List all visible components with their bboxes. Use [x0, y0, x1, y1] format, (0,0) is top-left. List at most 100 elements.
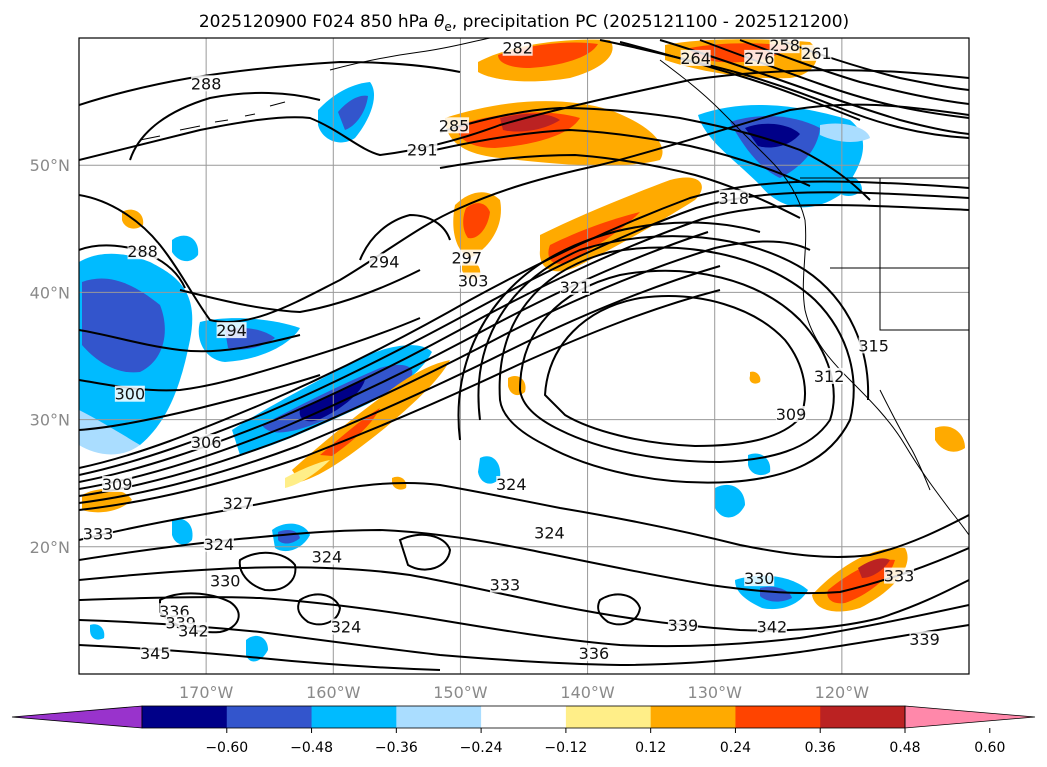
lat-tick-label: 40°N: [30, 283, 70, 302]
contour-line: [129, 91, 321, 161]
contour-line: [79, 191, 969, 476]
contour-label-halo: [191, 75, 222, 92]
precip-positive-deep: [500, 113, 560, 132]
colorbar-extend-max: [904, 705, 1036, 729]
contour-label: 288: [191, 74, 222, 93]
contour-label-halo: [203, 535, 234, 552]
contour-label-halo: [534, 524, 565, 541]
contour-line: [359, 213, 451, 261]
precip-negative-edge: [820, 123, 870, 142]
longitude-axis-labels: 170°W 160°W 150°W 140°W 130°W 120°W: [179, 683, 869, 702]
contour-label: 318: [719, 189, 750, 208]
contour-label-halo: [311, 548, 342, 565]
map-frame: [78, 37, 970, 675]
contour-line: [518, 269, 835, 464]
contour-line: [79, 482, 969, 558]
lat-tick-label: 30°N: [30, 411, 70, 430]
lon-tick-label: 120°W: [815, 683, 870, 702]
contour-label-halo: [439, 117, 470, 134]
theta-e-contours: [79, 39, 969, 671]
contour-label: 309: [102, 475, 133, 494]
contour-label-halo: [102, 476, 133, 493]
contour-line: [79, 619, 969, 667]
contour-line: [179, 269, 421, 314]
contour-label: 297: [452, 249, 483, 268]
precip-positive-spot: [749, 371, 761, 384]
north-america-coast: [802, 219, 969, 536]
precip-positive-edge: [285, 460, 330, 488]
contour-label-halo: [127, 243, 158, 260]
colorbar-tick-label: 0.24: [720, 740, 751, 756]
contour-label: 324: [312, 548, 343, 567]
aleutian-islands: [139, 101, 286, 141]
contour-label: 315: [858, 336, 889, 355]
contour-label-halo: [578, 645, 609, 662]
contour-label: 294: [216, 321, 247, 340]
precip-negative-spot: [172, 518, 193, 545]
contour-label: 330: [210, 572, 241, 591]
precip-negative-core: [82, 278, 165, 373]
contour-label-halo: [744, 49, 775, 66]
contour-label-halo: [407, 141, 438, 158]
contour-label-halo: [140, 645, 171, 662]
colorbar-segment: [396, 706, 482, 728]
precip-negative-spot: [172, 235, 199, 262]
lon-tick-label: 140°W: [560, 683, 615, 702]
contour-label-halo: [858, 337, 889, 354]
contour-label-halo: [331, 618, 361, 635]
precip-positive-deep: [858, 558, 890, 578]
lon-tick-label: 150°W: [433, 683, 488, 702]
contour-label: 336: [579, 644, 610, 663]
coastlines: [139, 38, 969, 536]
precip-negative-spot: [246, 635, 268, 662]
colorbar-frame: [141, 705, 906, 729]
contour-label-halo: [222, 495, 253, 512]
contour-label-halo: [496, 476, 527, 493]
colorbar-segment: [565, 706, 652, 728]
contour-label: 327: [223, 494, 254, 513]
colorbar-segment: [735, 706, 821, 728]
colorbar-tick-label: 0.48: [889, 740, 920, 756]
contour-label: 258: [769, 36, 800, 55]
contour-line: [439, 106, 871, 201]
contour-line: [79, 240, 811, 497]
alaska-coast: [329, 38, 491, 71]
contour-line: [79, 69, 969, 161]
contour-label-halo: [744, 570, 775, 587]
contour-label-halo: [559, 278, 590, 295]
contour-line: [543, 295, 806, 448]
contour-label: 300: [115, 385, 146, 404]
precip-positive-core: [463, 203, 490, 239]
colorbar-segment: [226, 706, 313, 728]
contour-label: 312: [814, 367, 845, 386]
contour-label-halo: [769, 38, 800, 54]
contour-label: 339: [668, 616, 699, 635]
contour-line: [659, 39, 969, 135]
contour-label-halo: [801, 44, 832, 61]
lat-tick-label: 20°N: [30, 538, 70, 557]
contour-label: 324: [331, 617, 362, 636]
colorbar: −0.60 −0.48 −0.36 −0.24 −0.12 0.12 0.24 0.36 0.4…: [11, 705, 1036, 756]
colorbar-tick-label: 0.60: [974, 740, 1005, 756]
contour-line: [477, 235, 870, 421]
precip-negative-spot: [715, 484, 745, 518]
contour-label: 324: [496, 475, 527, 494]
precip-negative-spot: [90, 624, 105, 640]
state-border: [830, 267, 969, 331]
contour-label: 282: [502, 39, 533, 58]
lat-tick-label: 50°N: [30, 156, 70, 175]
lon-tick-label: 170°W: [179, 683, 234, 702]
contour-line: [434, 128, 811, 187]
contour-label: 339: [909, 630, 940, 649]
contour-label-halo: [667, 617, 698, 634]
contour-label-halo: [191, 434, 222, 451]
contour-line: [79, 329, 301, 353]
colorbar-segment: [820, 706, 906, 728]
contour-label-halo: [489, 576, 520, 593]
lon-tick-label: 160°W: [306, 683, 361, 702]
contour-label-halo: [178, 622, 209, 639]
contour-line: [79, 60, 461, 106]
